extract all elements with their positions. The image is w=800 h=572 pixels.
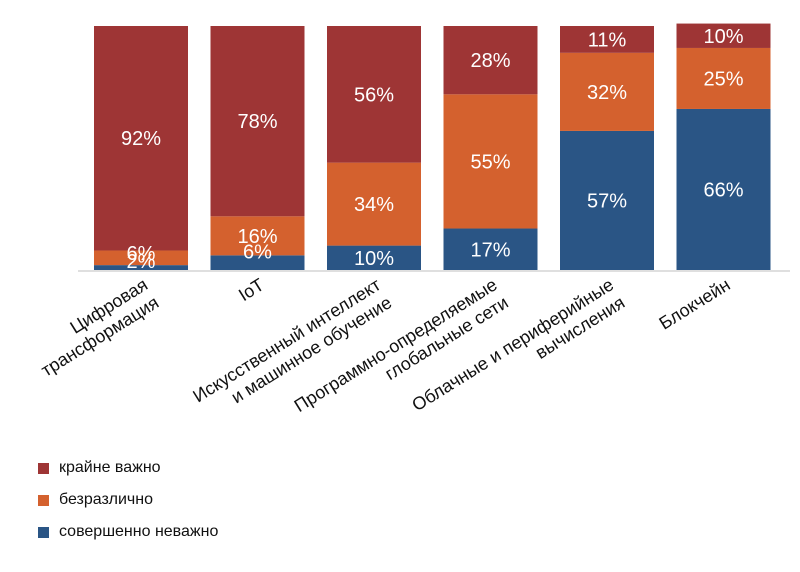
bars-layer: 2%6%92%6%16%78%10%34%56%17%55%28%57%32%1…	[94, 23, 771, 273]
value-label-iot-indifferent: 16%	[237, 226, 277, 248]
bar-digital-indifferent	[94, 250, 188, 266]
bar-cloud-indifferent	[560, 52, 654, 131]
value-label-ai-indifferent: 34%	[354, 194, 394, 216]
legend-label: безразлично	[59, 491, 153, 508]
value-label-digital-indifferent: 6%	[127, 243, 156, 265]
bar-ai-not-important	[327, 245, 421, 270]
category-label-blockchain: Блокчейн	[656, 274, 734, 333]
legend: крайне важно безразлично совершенно нева…	[38, 452, 218, 548]
value-label-cloud-indifferent: 32%	[587, 82, 627, 104]
category-label-line: Искусственный интеллект	[189, 274, 384, 406]
bar-blockchain-very-important	[676, 23, 771, 48]
category-label-line: Блокчейн	[656, 274, 734, 333]
value-label-digital-not-important: 2%	[127, 251, 156, 273]
bar-blockchain-indifferent	[676, 47, 771, 109]
value-label-blockchain-indifferent: 25%	[703, 68, 743, 90]
value-label-iot-not-important: 6%	[243, 241, 272, 263]
value-label-ai-very-important: 56%	[354, 84, 394, 106]
value-label-sdwan-not-important: 17%	[470, 239, 510, 261]
value-label-iot-very-important: 78%	[237, 111, 277, 133]
legend-swatch	[38, 526, 49, 538]
category-label-cloud: Облачные и периферийныевычисления	[408, 274, 628, 433]
legend-item-very-important: крайне важно	[38, 452, 218, 484]
bar-cloud-not-important	[560, 130, 654, 270]
legend-swatch	[38, 462, 49, 474]
value-label-cloud-not-important: 57%	[587, 190, 627, 212]
category-label-line: IoT	[235, 274, 268, 305]
legend-swatch	[38, 494, 49, 506]
bar-cloud-very-important	[560, 26, 654, 53]
stacked-bar-chart: 2%6%92%6%16%78%10%34%56%17%55%28%57%32%1…	[26, 23, 790, 433]
value-label-sdwan-indifferent: 55%	[470, 151, 510, 173]
value-label-blockchain-very-important: 10%	[703, 26, 743, 48]
bar-iot-not-important	[210, 255, 305, 270]
bar-iot-indifferent	[210, 216, 305, 256]
value-label-cloud-very-important: 11%	[588, 29, 627, 51]
value-label-blockchain-not-important: 66%	[703, 179, 743, 201]
legend-item-not-important: совершенно неважно	[38, 516, 218, 548]
legend-label: крайне важно	[59, 459, 161, 476]
bar-digital-very-important	[94, 26, 188, 251]
bar-iot-very-important	[210, 26, 305, 217]
bar-sdwan-not-important	[443, 228, 538, 270]
category-label-digital: Цифроваятрансформация	[26, 274, 162, 380]
bar-ai-very-important	[327, 26, 421, 163]
value-label-sdwan-very-important: 28%	[470, 50, 510, 72]
legend-label: совершенно неважно	[59, 523, 219, 540]
value-label-ai-not-important: 10%	[354, 248, 394, 270]
bar-blockchain-not-important	[676, 108, 771, 271]
value-label-digital-very-important: 92%	[121, 128, 161, 150]
category-label-iot: IoT	[235, 274, 268, 305]
bar-ai-indifferent	[327, 162, 421, 246]
bar-sdwan-very-important	[443, 26, 538, 95]
bar-sdwan-indifferent	[443, 94, 538, 229]
bar-digital-not-important	[94, 265, 188, 270]
legend-item-indifferent: безразлично	[38, 484, 218, 516]
